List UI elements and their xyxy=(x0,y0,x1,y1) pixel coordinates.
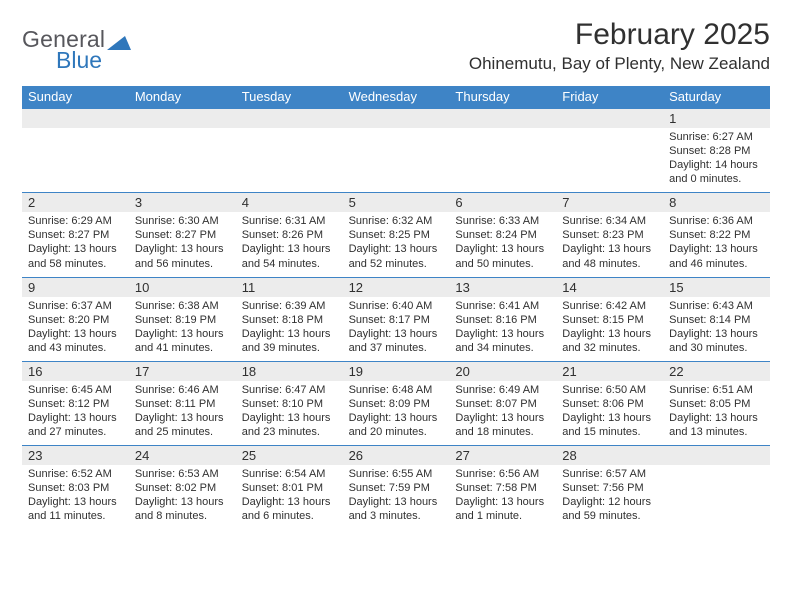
day-number: 1 xyxy=(663,109,770,128)
day-body: Sunrise: 6:53 AMSunset: 8:02 PMDaylight:… xyxy=(129,465,236,529)
day-number: 11 xyxy=(236,278,343,297)
day-number: 13 xyxy=(449,278,556,297)
day-number xyxy=(236,109,343,128)
day-number: 16 xyxy=(22,362,129,381)
day-number: 6 xyxy=(449,193,556,212)
day-number xyxy=(343,109,450,128)
day-body: Sunrise: 6:27 AMSunset: 8:28 PMDaylight:… xyxy=(663,128,770,192)
calendar-week: 1Sunrise: 6:27 AMSunset: 8:28 PMDaylight… xyxy=(22,108,770,192)
day-body xyxy=(343,128,450,192)
day-body: Sunrise: 6:29 AMSunset: 8:27 PMDaylight:… xyxy=(22,212,129,276)
day-number: 21 xyxy=(556,362,663,381)
header-row: GeneralBlue February 2025 Ohinemutu, Bay… xyxy=(22,18,770,74)
day-number: 15 xyxy=(663,278,770,297)
day-number xyxy=(556,109,663,128)
day-number: 9 xyxy=(22,278,129,297)
day-body: Sunrise: 6:56 AMSunset: 7:58 PMDaylight:… xyxy=(449,465,556,529)
day-body: Sunrise: 6:46 AMSunset: 8:11 PMDaylight:… xyxy=(129,381,236,445)
dow-header: Saturday xyxy=(663,86,770,108)
day-body: Sunrise: 6:33 AMSunset: 8:24 PMDaylight:… xyxy=(449,212,556,276)
day-number: 17 xyxy=(129,362,236,381)
day-body: Sunrise: 6:37 AMSunset: 8:20 PMDaylight:… xyxy=(22,297,129,361)
brand-word-2: Blue xyxy=(56,47,102,74)
day-body: Sunrise: 6:49 AMSunset: 8:07 PMDaylight:… xyxy=(449,381,556,445)
day-body: Sunrise: 6:51 AMSunset: 8:05 PMDaylight:… xyxy=(663,381,770,445)
day-body: Sunrise: 6:36 AMSunset: 8:22 PMDaylight:… xyxy=(663,212,770,276)
day-number: 7 xyxy=(556,193,663,212)
day-body: Sunrise: 6:57 AMSunset: 7:56 PMDaylight:… xyxy=(556,465,663,529)
day-number: 26 xyxy=(343,446,450,465)
day-number: 2 xyxy=(22,193,129,212)
day-number: 22 xyxy=(663,362,770,381)
calendar-page: GeneralBlue February 2025 Ohinemutu, Bay… xyxy=(0,0,792,612)
day-body: Sunrise: 6:50 AMSunset: 8:06 PMDaylight:… xyxy=(556,381,663,445)
brand-triangle-icon xyxy=(107,34,131,55)
day-number: 3 xyxy=(129,193,236,212)
dow-header-row: SundayMondayTuesdayWednesdayThursdayFrid… xyxy=(22,86,770,108)
day-body: Sunrise: 6:43 AMSunset: 8:14 PMDaylight:… xyxy=(663,297,770,361)
day-number xyxy=(449,109,556,128)
calendar-grid: SundayMondayTuesdayWednesdayThursdayFrid… xyxy=(22,86,770,530)
day-body: Sunrise: 6:54 AMSunset: 8:01 PMDaylight:… xyxy=(236,465,343,529)
day-number: 5 xyxy=(343,193,450,212)
day-body xyxy=(449,128,556,192)
dow-header: Monday xyxy=(129,86,236,108)
day-number: 27 xyxy=(449,446,556,465)
day-number: 12 xyxy=(343,278,450,297)
day-body: Sunrise: 6:55 AMSunset: 7:59 PMDaylight:… xyxy=(343,465,450,529)
day-body: Sunrise: 6:30 AMSunset: 8:27 PMDaylight:… xyxy=(129,212,236,276)
day-number: 10 xyxy=(129,278,236,297)
day-number: 18 xyxy=(236,362,343,381)
day-number: 14 xyxy=(556,278,663,297)
day-number: 24 xyxy=(129,446,236,465)
calendar-week: 2345678 Sunrise: 6:29 AMSunset: 8:27 PMDa… xyxy=(22,192,770,276)
dow-header: Sunday xyxy=(22,86,129,108)
day-body xyxy=(22,128,129,192)
day-body: Sunrise: 6:48 AMSunset: 8:09 PMDaylight:… xyxy=(343,381,450,445)
calendar-week: 16171819202122 Sunrise: 6:45 AMSunset: 8:… xyxy=(22,361,770,445)
calendar-week: 9101112131415 Sunrise: 6:37 AMSunset: 8:2… xyxy=(22,277,770,361)
day-body: Sunrise: 6:52 AMSunset: 8:03 PMDaylight:… xyxy=(22,465,129,529)
day-body: Sunrise: 6:42 AMSunset: 8:15 PMDaylight:… xyxy=(556,297,663,361)
dow-header: Friday xyxy=(556,86,663,108)
day-number: 25 xyxy=(236,446,343,465)
day-body xyxy=(556,128,663,192)
day-number xyxy=(129,109,236,128)
day-number: 4 xyxy=(236,193,343,212)
page-title: February 2025 xyxy=(469,18,770,52)
day-number: 23 xyxy=(22,446,129,465)
day-number: 8 xyxy=(663,193,770,212)
dow-header: Thursday xyxy=(449,86,556,108)
brand-logo: GeneralBlue xyxy=(22,18,131,74)
day-body: Sunrise: 6:45 AMSunset: 8:12 PMDaylight:… xyxy=(22,381,129,445)
day-body: Sunrise: 6:34 AMSunset: 8:23 PMDaylight:… xyxy=(556,212,663,276)
day-number: 20 xyxy=(449,362,556,381)
page-subtitle: Ohinemutu, Bay of Plenty, New Zealand xyxy=(469,54,770,74)
title-block: February 2025 Ohinemutu, Bay of Plenty, … xyxy=(469,18,770,74)
day-body: Sunrise: 6:39 AMSunset: 8:18 PMDaylight:… xyxy=(236,297,343,361)
day-number: 19 xyxy=(343,362,450,381)
calendar-week: 232425262728 Sunrise: 6:52 AMSunset: 8:03… xyxy=(22,445,770,529)
day-number xyxy=(663,446,770,465)
dow-header: Tuesday xyxy=(236,86,343,108)
day-body xyxy=(236,128,343,192)
day-body: Sunrise: 6:38 AMSunset: 8:19 PMDaylight:… xyxy=(129,297,236,361)
day-body: Sunrise: 6:40 AMSunset: 8:17 PMDaylight:… xyxy=(343,297,450,361)
dow-header: Wednesday xyxy=(343,86,450,108)
day-body xyxy=(663,465,770,529)
day-body: Sunrise: 6:31 AMSunset: 8:26 PMDaylight:… xyxy=(236,212,343,276)
day-body: Sunrise: 6:32 AMSunset: 8:25 PMDaylight:… xyxy=(343,212,450,276)
day-number xyxy=(22,109,129,128)
day-body: Sunrise: 6:47 AMSunset: 8:10 PMDaylight:… xyxy=(236,381,343,445)
day-number: 28 xyxy=(556,446,663,465)
day-body: Sunrise: 6:41 AMSunset: 8:16 PMDaylight:… xyxy=(449,297,556,361)
day-body xyxy=(129,128,236,192)
